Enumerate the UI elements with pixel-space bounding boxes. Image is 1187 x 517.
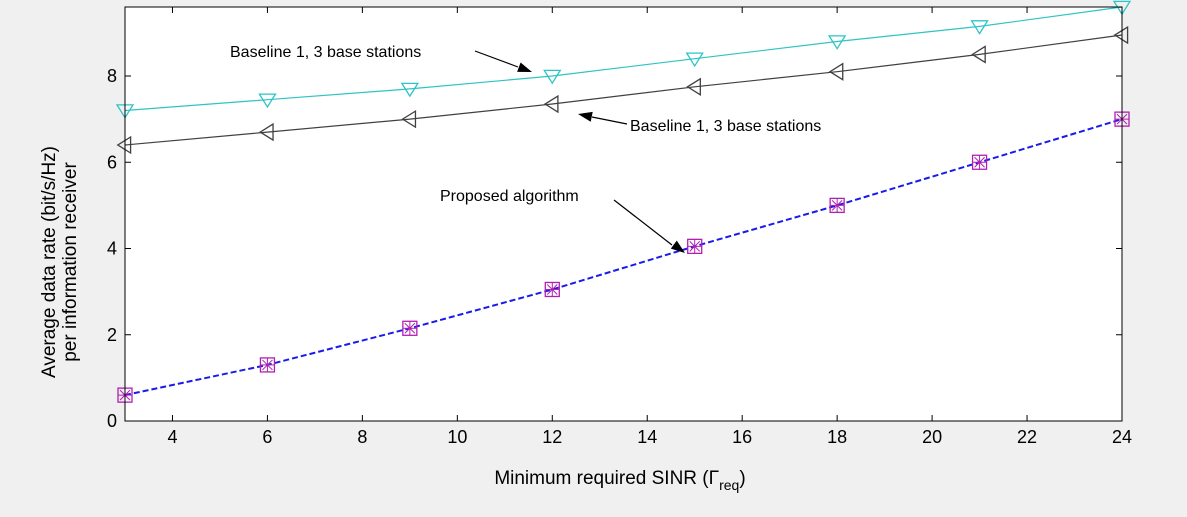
x-axis-label: Minimum required SINR (Γreq) <box>494 468 745 493</box>
y-axis-label-line2: per information receiver <box>60 162 81 362</box>
y-tick-label: 6 <box>107 152 117 172</box>
data-point-black <box>1113 25 1129 45</box>
y-tick-label: 0 <box>107 411 117 431</box>
y-axis-label-line1: Average data rate (bit/s/Hz) <box>39 146 60 378</box>
data-point-black <box>543 94 559 114</box>
annotation-baseline-lower: Baseline 1, 3 base stations <box>630 118 821 135</box>
annotation-arrowhead <box>578 111 593 122</box>
annotation-proposed: Proposed algorithm <box>440 188 579 205</box>
data-point-blue <box>402 320 418 336</box>
y-axis: 0 2 4 6 8 <box>107 66 1122 431</box>
x-tick-label: 22 <box>1017 427 1037 447</box>
y-tick-label: 8 <box>107 66 117 86</box>
plot-frame <box>124 6 1123 422</box>
series-layer <box>124 6 1123 397</box>
data-point-cyan <box>258 93 277 109</box>
data-point-black <box>686 77 701 96</box>
data-point-blue <box>259 357 276 373</box>
x-tick-label: 16 <box>732 427 752 447</box>
data-point-black <box>401 109 417 129</box>
data-point-blue <box>544 281 560 298</box>
x-tick-label: 6 <box>262 427 272 447</box>
annotation-arrow-lower <box>591 116 628 125</box>
x-tick-label: 12 <box>542 427 562 447</box>
data-point-black <box>116 135 132 155</box>
x-tick-label: 20 <box>922 427 942 447</box>
series-line-blue <box>124 118 1123 397</box>
x-tick-label: 18 <box>827 427 847 447</box>
y-tick-label: 4 <box>107 239 117 259</box>
x-axis: 4 6 8 10 12 14 16 18 20 22 24 <box>167 7 1132 447</box>
x-tick-label: 4 <box>167 427 177 447</box>
annotation-baseline-upper: Baseline 1, 3 base stations <box>230 44 421 61</box>
data-point-black <box>971 45 986 64</box>
data-point-cyan <box>400 82 420 98</box>
series-line-cyan <box>124 6 1123 112</box>
data-point-cyan <box>970 20 989 35</box>
x-tick-label: 24 <box>1112 427 1132 447</box>
data-point-black <box>259 122 274 142</box>
data-point-cyan <box>1112 0 1132 16</box>
annotations-layer: Baseline 1, 3 base stations Baseline 1, … <box>230 44 821 253</box>
x-tick-label: 10 <box>447 427 467 447</box>
data-point-blue <box>829 197 845 214</box>
annotation-arrowhead <box>517 62 532 72</box>
data-point-blue <box>971 154 988 170</box>
data-point-cyan <box>685 52 704 68</box>
annotation-arrow-upper <box>474 50 519 68</box>
data-point-black <box>828 62 844 81</box>
series-line-black <box>124 34 1123 146</box>
annotation-arrowhead <box>670 240 685 253</box>
data-point-blue <box>687 238 703 254</box>
x-tick-label: 8 <box>357 427 367 447</box>
x-tick-label: 14 <box>637 427 657 447</box>
annotation-arrow-proposed <box>613 199 673 246</box>
plot-area <box>125 7 1122 421</box>
data-point-cyan <box>827 35 847 50</box>
markers-layer <box>115 0 1132 403</box>
y-tick-label: 2 <box>107 325 117 345</box>
data-point-cyan <box>543 69 562 85</box>
